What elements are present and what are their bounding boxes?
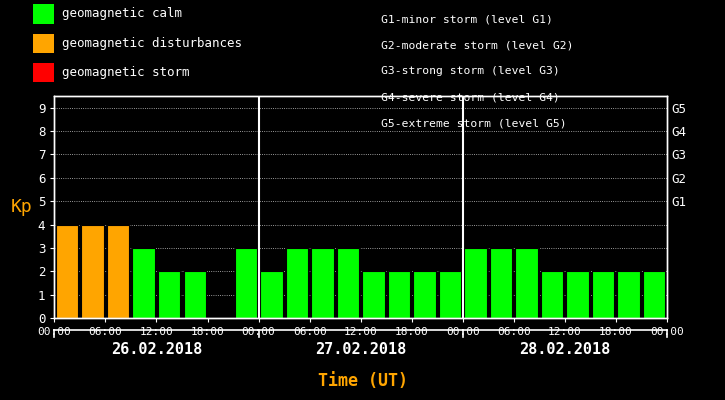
Bar xyxy=(107,224,130,318)
Text: geomagnetic disturbances: geomagnetic disturbances xyxy=(62,37,241,50)
Text: G3-strong storm (level G3): G3-strong storm (level G3) xyxy=(381,66,560,76)
Bar xyxy=(643,271,666,318)
Bar xyxy=(413,271,436,318)
Bar xyxy=(388,271,410,318)
Bar xyxy=(158,271,181,318)
Bar xyxy=(286,248,308,318)
Text: geomagnetic calm: geomagnetic calm xyxy=(62,8,182,20)
Bar xyxy=(515,248,538,318)
Bar xyxy=(439,271,461,318)
Text: G2-moderate storm (level G2): G2-moderate storm (level G2) xyxy=(381,40,573,50)
Bar xyxy=(56,224,78,318)
Bar xyxy=(133,248,155,318)
Bar xyxy=(566,271,589,318)
Bar xyxy=(260,271,283,318)
Bar xyxy=(490,248,513,318)
Bar xyxy=(362,271,385,318)
Bar xyxy=(183,271,206,318)
Text: G4-severe storm (level G4): G4-severe storm (level G4) xyxy=(381,92,560,102)
Text: Time (UT): Time (UT) xyxy=(318,372,407,390)
Bar xyxy=(464,248,486,318)
Bar xyxy=(235,248,257,318)
Text: 26.02.2018: 26.02.2018 xyxy=(111,342,202,358)
Text: G5-extreme storm (level G5): G5-extreme storm (level G5) xyxy=(381,118,566,128)
Bar xyxy=(81,224,104,318)
Bar xyxy=(592,271,614,318)
Bar xyxy=(311,248,334,318)
Text: geomagnetic storm: geomagnetic storm xyxy=(62,66,189,79)
Bar xyxy=(541,271,563,318)
Bar xyxy=(336,248,359,318)
Y-axis label: Kp: Kp xyxy=(10,198,32,216)
Bar xyxy=(618,271,640,318)
Text: 28.02.2018: 28.02.2018 xyxy=(519,342,610,358)
Text: 27.02.2018: 27.02.2018 xyxy=(315,342,406,358)
Text: G1-minor storm (level G1): G1-minor storm (level G1) xyxy=(381,14,552,24)
